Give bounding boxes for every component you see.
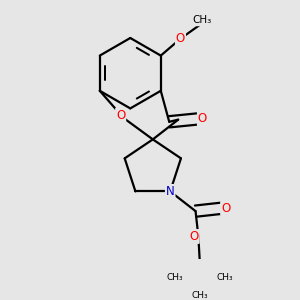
Text: O: O xyxy=(116,109,125,122)
Text: CH₃: CH₃ xyxy=(191,291,208,300)
Text: O: O xyxy=(198,112,207,125)
Text: O: O xyxy=(176,32,185,45)
Text: CH₃: CH₃ xyxy=(166,273,183,282)
Text: CH₃: CH₃ xyxy=(217,273,233,282)
Text: N: N xyxy=(166,185,175,198)
Text: CH₃: CH₃ xyxy=(192,15,211,26)
Text: O: O xyxy=(221,202,230,215)
Text: O: O xyxy=(190,230,199,243)
